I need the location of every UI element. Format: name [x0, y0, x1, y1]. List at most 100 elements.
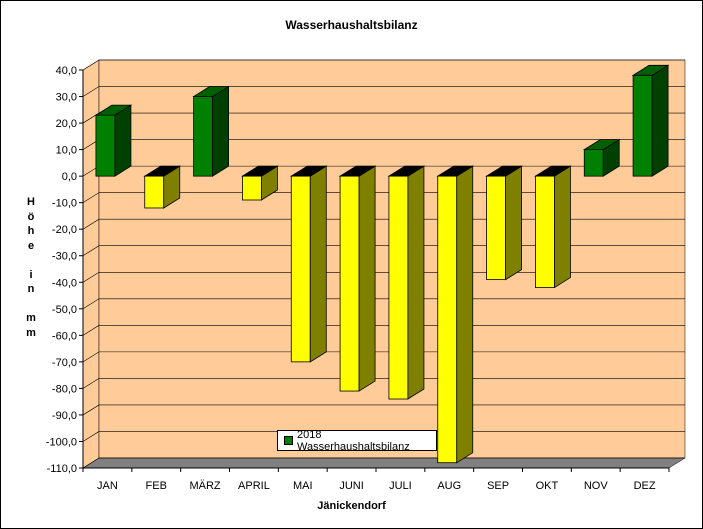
x-axis-title: Jänickendorf [317, 500, 386, 512]
gridline [82, 431, 685, 442]
bar-front [583, 149, 604, 177]
bar-front [437, 175, 458, 464]
bar-top [582, 139, 621, 151]
y-tick-label: -10,0 [52, 198, 77, 210]
y-axis-title-char: m [26, 326, 36, 339]
bar-side [554, 165, 571, 289]
gridline [82, 378, 685, 389]
bar-top [94, 104, 133, 116]
bar [338, 165, 377, 392]
chart-title: Wasserhaushaltsbilanz [285, 18, 418, 32]
bar-side [309, 165, 327, 363]
gridlines [82, 59, 685, 469]
bar-top [534, 165, 572, 177]
y-axis-title-char: ö [27, 210, 35, 223]
bar [631, 64, 670, 177]
y-tick-label: -30,0 [52, 251, 77, 263]
y-axis-title-char: e [27, 239, 35, 252]
bar-front [632, 74, 653, 177]
bar-front [95, 114, 116, 177]
x-tick-label: JULI [389, 480, 412, 492]
bar [534, 165, 572, 289]
gridline [82, 86, 685, 97]
legend: 2018 Wasserhaushaltsbilanz [277, 428, 437, 453]
x-tick-label: SEP [487, 480, 509, 492]
bar-top [289, 165, 328, 177]
y-tick-label: 10,0 [56, 145, 77, 157]
bar-top [143, 165, 182, 177]
y-tick-label: -50,0 [52, 304, 77, 316]
bar [289, 165, 328, 363]
bar [485, 165, 523, 281]
gridline [82, 59, 685, 71]
bar-front [535, 175, 555, 288]
bar [582, 138, 621, 177]
bar-top [631, 64, 670, 76]
y-tick-label: -70,0 [52, 357, 77, 369]
x-tick-label: MÄRZ [189, 480, 220, 492]
x-tick-label: JAN [97, 480, 118, 492]
y-tick-label: -100,0 [46, 436, 77, 448]
bar-side [651, 64, 669, 177]
bar-side [407, 165, 425, 400]
x-tick-label: AUG [437, 480, 461, 492]
bar-top [485, 165, 523, 177]
y-axis-ticks: 40,0 30,0 20,0 10,0 0,0 -10,0 -20,0 -30,0 -40,0 -… [46, 65, 83, 475]
bars [94, 64, 670, 464]
bar-front [242, 175, 262, 201]
bar-side [456, 165, 474, 464]
gridline [82, 404, 685, 416]
bar [436, 165, 475, 464]
y-tick-label: -90,0 [52, 410, 77, 422]
x-tick-label: JUNI [339, 480, 363, 492]
bar-top [436, 165, 475, 177]
y-tick-label: 30,0 [56, 92, 77, 104]
x-tick-label: FEB [146, 480, 167, 492]
bar-side [358, 165, 376, 392]
x-tick-label: OKT [536, 480, 559, 492]
bar-top [241, 165, 279, 177]
x-tick-label: NOV [584, 480, 609, 492]
bar [94, 104, 133, 177]
y-tick-label: -80,0 [52, 383, 77, 395]
bar [192, 85, 230, 177]
bar-front [144, 175, 165, 209]
bar [241, 165, 279, 201]
bar-front [486, 175, 506, 281]
bar-front [339, 175, 360, 392]
y-axis-title-char: m [26, 312, 36, 324]
gridline [82, 351, 685, 363]
x-tick-label: DEZ [634, 480, 656, 492]
legend-label: 2018 Wasserhaushaltsbilanz [297, 428, 410, 453]
y-axis-title-char: H [27, 196, 35, 208]
bar-top [387, 165, 426, 177]
bar [387, 165, 426, 400]
y-tick-label: -60,0 [52, 330, 77, 342]
bar-front [290, 175, 311, 363]
plot-walls [82, 59, 686, 469]
y-tick-label: 40,0 [56, 65, 77, 77]
bar [143, 165, 182, 209]
floor [82, 457, 686, 469]
y-axis-title-char: h [27, 225, 35, 237]
bar-front [388, 175, 409, 400]
bar-side [505, 165, 522, 281]
y-axis-title-char [19, 297, 43, 312]
y-tick-label: -40,0 [52, 277, 77, 289]
y-axis-title-char: n [27, 283, 35, 295]
x-tick-label: APRIL [238, 480, 270, 492]
y-axis-title-char [19, 253, 43, 268]
y-tick-label: 0,0 [62, 171, 77, 183]
gridline [82, 325, 685, 336]
bar-front [193, 96, 213, 177]
y-tick-label: -20,0 [52, 224, 77, 236]
x-axis-ticks: JAN FEB MÄRZ APRIL MAI JUNI JULI AUG SEP OKT NOV DE… [82, 468, 670, 492]
legend-swatch [284, 436, 293, 445]
y-axis-title-char: i [29, 268, 33, 281]
bar-side [114, 104, 132, 177]
x-tick-label: MAI [293, 480, 313, 492]
bar-top [338, 165, 377, 177]
